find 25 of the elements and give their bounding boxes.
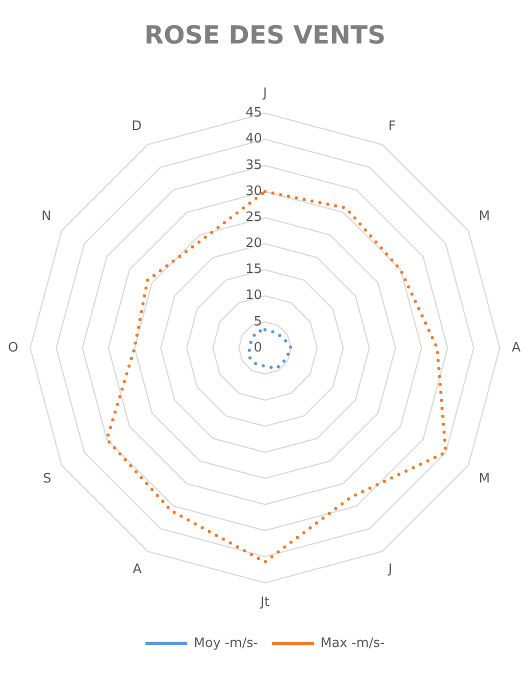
y-tick-label: 5 bbox=[254, 314, 262, 330]
chart-title: ROSE DES VENTS bbox=[144, 20, 386, 50]
spoke-label: J bbox=[387, 562, 392, 577]
y-tick-label: 40 bbox=[245, 132, 262, 147]
y-tick-label: 30 bbox=[245, 184, 262, 199]
spoke-label: D bbox=[132, 118, 142, 134]
spoke-label: F bbox=[388, 118, 396, 134]
y-tick-label: 10 bbox=[245, 288, 262, 304]
legend-label: Moy -m/s- bbox=[194, 636, 258, 651]
spoke-label: J bbox=[262, 86, 267, 101]
spoke-label: Jt bbox=[260, 594, 270, 610]
spoke-label: M bbox=[478, 472, 490, 487]
spoke-label: S bbox=[43, 472, 52, 487]
spoke-label: O bbox=[8, 340, 18, 356]
y-tick-label: 35 bbox=[245, 158, 262, 173]
spoke-label: M bbox=[478, 209, 490, 224]
y-tick-label: 15 bbox=[245, 262, 262, 278]
legend-label: Max -m/s- bbox=[320, 636, 386, 651]
y-tick-label: 25 bbox=[245, 210, 262, 225]
y-tick-label: 20 bbox=[245, 236, 262, 252]
spoke-label: A bbox=[132, 562, 142, 577]
y-tick-label: 0 bbox=[254, 340, 262, 356]
spoke-label: N bbox=[42, 209, 52, 224]
y-tick-label: 45 bbox=[245, 106, 262, 121]
spoke-label: A bbox=[512, 340, 521, 356]
